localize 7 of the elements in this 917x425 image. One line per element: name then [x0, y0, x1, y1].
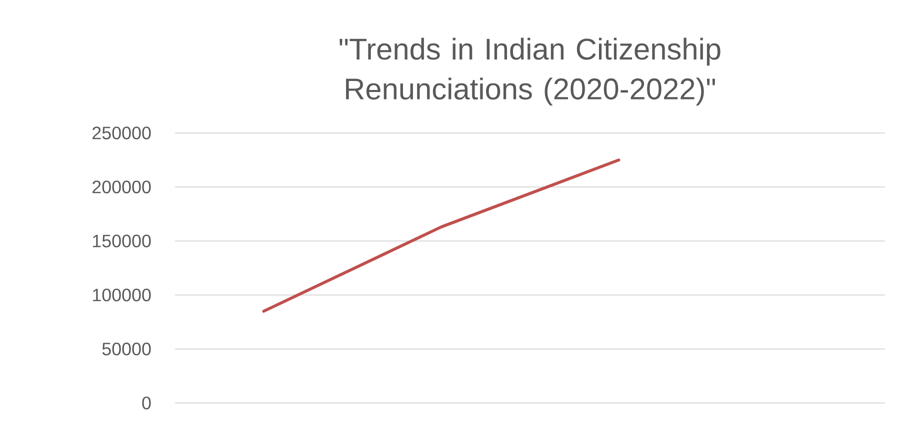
y-tick-label: 0 [142, 396, 151, 410]
y-tick-label: 50000 [102, 342, 151, 356]
y-tick-label: 100000 [93, 288, 151, 302]
chart-title: "Trends in Indian Citizenship Renunciations (2020-2022)" [340, 38, 720, 106]
y-tick-label: 150000 [93, 234, 151, 248]
y-tick-label: 200000 [92, 180, 151, 194]
y-tick-label: 250000 [92, 126, 151, 140]
